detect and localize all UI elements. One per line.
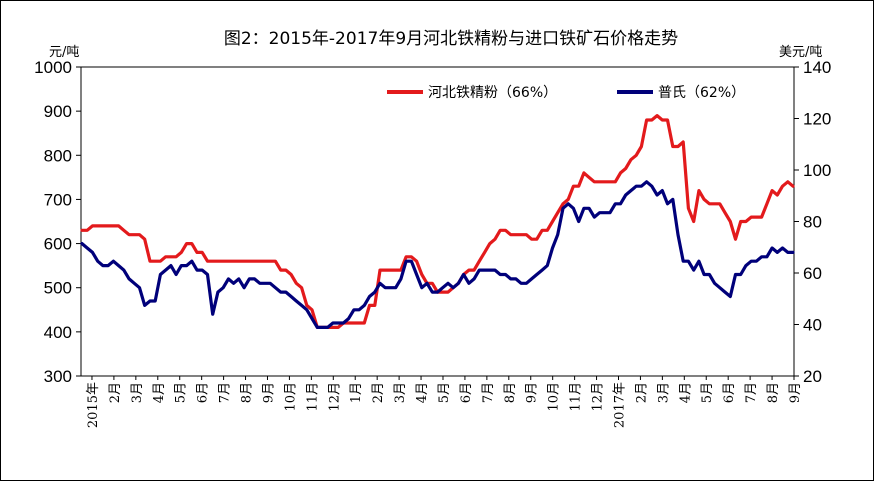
left-tick-label: 500 xyxy=(44,279,72,298)
x-tick-label: 2015年 xyxy=(86,382,101,428)
x-tick-label: 8月 xyxy=(240,382,255,403)
x-tick-label: 11月 xyxy=(305,382,320,412)
x-tick-label: 12月 xyxy=(327,382,342,412)
left-tick-label: 1000 xyxy=(34,58,72,77)
x-tick-label: 2月 xyxy=(634,382,649,403)
x-tick-label: 9月 xyxy=(788,382,803,403)
legend-label-hebei: 河北铁精粉（66%） xyxy=(428,85,557,101)
x-tick-label: 3月 xyxy=(130,382,145,403)
x-tick-label: 7月 xyxy=(744,382,759,403)
left-axis-unit: 元/吨 xyxy=(49,45,79,60)
right-tick-label: 100 xyxy=(803,161,831,180)
right-tick-label: 120 xyxy=(803,110,831,129)
right-tick-label: 40 xyxy=(803,316,822,335)
x-tick-label: 7月 xyxy=(481,382,496,403)
x-tick-label: 10月 xyxy=(547,382,562,412)
left-tick-label: 800 xyxy=(44,146,72,165)
series-line-hebei xyxy=(80,113,795,329)
x-tick-label: 2017年 xyxy=(612,382,627,428)
left-tick-label: 700 xyxy=(44,190,72,209)
left-axis-ticks: 300 400 500 600 700 800 900 1000 xyxy=(34,58,81,386)
x-tick-label: 8月 xyxy=(766,382,781,403)
x-tick-label: 3月 xyxy=(656,382,671,403)
plot-area xyxy=(80,66,795,377)
x-tick-label: 5月 xyxy=(174,382,189,403)
x-tick-label: 4月 xyxy=(415,382,430,403)
x-axis-ticks: 2015年 2月 3月 4月 5月 6月 7月 8月 9月 10月 11月 12月 1月 2月 3月 4月 5月… xyxy=(86,376,803,428)
x-tick-label: 5月 xyxy=(437,382,452,403)
series-lines xyxy=(80,113,795,329)
x-tick-label: 9月 xyxy=(525,382,540,403)
chart-title: 图2：2015年-2017年9月河北铁精粉与进口铁矿石价格走势 xyxy=(224,29,678,49)
x-tick-label: 10月 xyxy=(283,382,298,412)
right-tick-label: 20 xyxy=(803,367,822,386)
left-tick-label: 300 xyxy=(44,367,72,386)
x-tick-label: 12月 xyxy=(591,382,606,412)
x-tick-label: 6月 xyxy=(722,382,737,403)
legend: 河北铁精粉（66%） 普氏（62%） xyxy=(387,85,745,101)
x-tick-label: 4月 xyxy=(152,382,167,403)
x-tick-label: 2月 xyxy=(371,382,386,403)
left-tick-label: 900 xyxy=(44,102,72,121)
x-tick-label: 9月 xyxy=(261,382,276,403)
x-tick-label: 6月 xyxy=(196,382,211,403)
right-tick-label: 60 xyxy=(803,264,822,283)
x-tick-label: 7月 xyxy=(218,382,233,403)
x-tick-label: 11月 xyxy=(569,382,584,412)
series-line-import xyxy=(80,180,795,329)
x-tick-label: 1月 xyxy=(349,382,364,403)
right-tick-label: 80 xyxy=(803,213,822,232)
right-axis-ticks: 20 40 60 80 100 120 140 xyxy=(794,58,831,386)
x-tick-label: 4月 xyxy=(678,382,693,403)
x-tick-label: 2月 xyxy=(108,382,123,403)
x-tick-label: 6月 xyxy=(459,382,474,403)
legend-label-import: 普氏（62%） xyxy=(658,85,745,101)
x-tick-label: 8月 xyxy=(503,382,518,403)
left-tick-label: 600 xyxy=(44,235,72,254)
x-tick-label: 3月 xyxy=(393,382,408,403)
left-tick-label: 400 xyxy=(44,323,72,342)
x-tick-label: 5月 xyxy=(700,382,715,403)
right-tick-label: 140 xyxy=(803,58,831,77)
right-axis-unit: 美元/吨 xyxy=(779,45,822,60)
